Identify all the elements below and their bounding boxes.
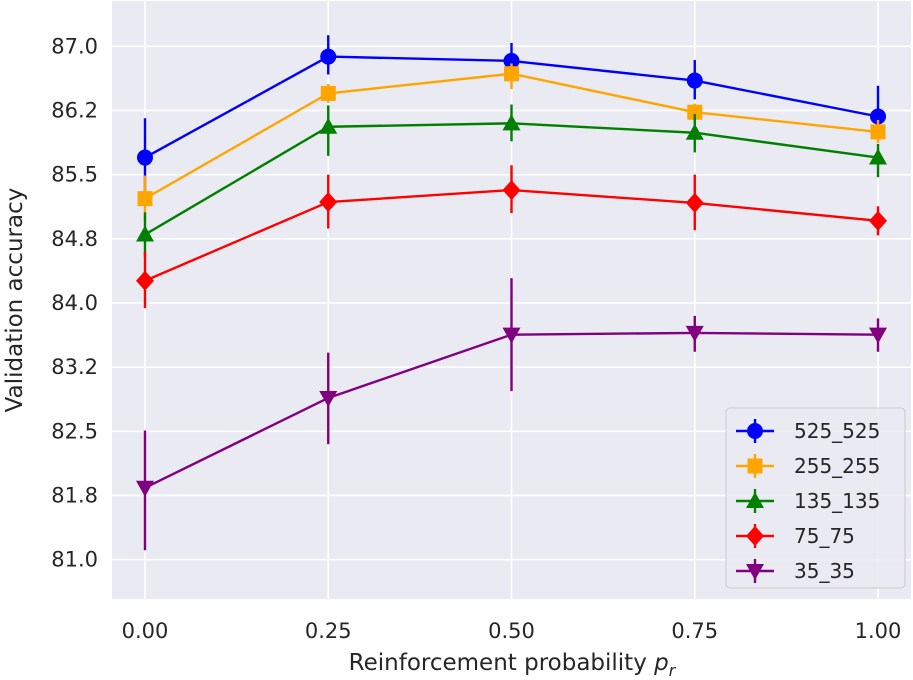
data-point [320,48,337,65]
y-tick-label: 84.8 [51,227,98,251]
y-axis: 81.0 81.8 82.5 83.2 84.0 84.8 85.5 86.2 87.0 [51,34,98,571]
legend-box [725,407,906,589]
data-point [319,390,338,407]
y-tick-label: 81.8 [51,483,98,507]
data-point [319,117,338,134]
legend-marker [747,423,763,439]
data-point [869,210,888,231]
data-point [503,52,520,69]
data-point [135,270,154,291]
legend-label: 35_35 [794,559,855,583]
data-point [319,192,338,213]
data-point [502,180,521,201]
legend-label: 525_525 [794,419,880,443]
x-axis: 0.00 0.25 0.50 0.75 1.00 [122,619,902,643]
y-tick-label: 86.2 [51,99,98,123]
data-point [136,149,153,166]
series-35_35 [135,278,888,551]
data-point [687,104,703,120]
legend-item: 35_35 [736,559,855,583]
data-point [504,66,519,82]
data-point [137,191,153,207]
data-point [685,123,704,140]
legend-item: 135_135 [736,489,880,513]
legend-marker [746,564,764,580]
series-75_75 [135,165,888,309]
series-layer [135,35,888,551]
y-tick-label: 83.2 [51,355,98,379]
legend-label: 255_255 [794,454,880,478]
x-tick-label: 1.00 [855,619,902,643]
series-255_255 [137,63,886,221]
legend-marker [746,492,764,508]
y-tick-label: 85.5 [51,163,98,187]
data-point [870,124,886,140]
y-tick-label: 82.5 [51,419,98,443]
x-tick-label: 0.50 [488,619,535,643]
x-tick-label: 0.25 [305,619,352,643]
y-axis-label: Validation accuracy [2,188,28,413]
data-point [135,480,154,497]
data-point [869,148,888,165]
y-tick-label: 84.0 [51,291,98,315]
data-point [686,72,703,89]
series-525_525 [136,35,887,201]
legend-item: 255_255 [736,454,880,478]
x-axis-label: Reinforcement probability pr [349,650,677,680]
x-tick-label: 0.00 [122,619,169,643]
legend-item: 75_75 [736,524,855,548]
legend-label: 135_135 [794,489,880,513]
y-tick-label: 87.0 [51,34,98,58]
legend-label: 75_75 [794,524,855,548]
series-135_135 [135,104,888,257]
legend: 525_525 255_255 135_135 75_75 35_35 [725,407,906,589]
y-tick-label: 81.0 [51,548,98,572]
data-point [869,327,888,344]
data-point [870,108,887,125]
data-point [320,85,336,101]
data-point [685,192,704,213]
legend-item: 525_525 [736,419,880,443]
legend-marker [746,526,764,546]
data-point [502,114,521,131]
x-tick-label: 0.75 [671,619,718,643]
data-point [685,325,704,342]
data-point [502,327,521,344]
data-point [135,225,154,242]
legend-marker [747,458,763,474]
